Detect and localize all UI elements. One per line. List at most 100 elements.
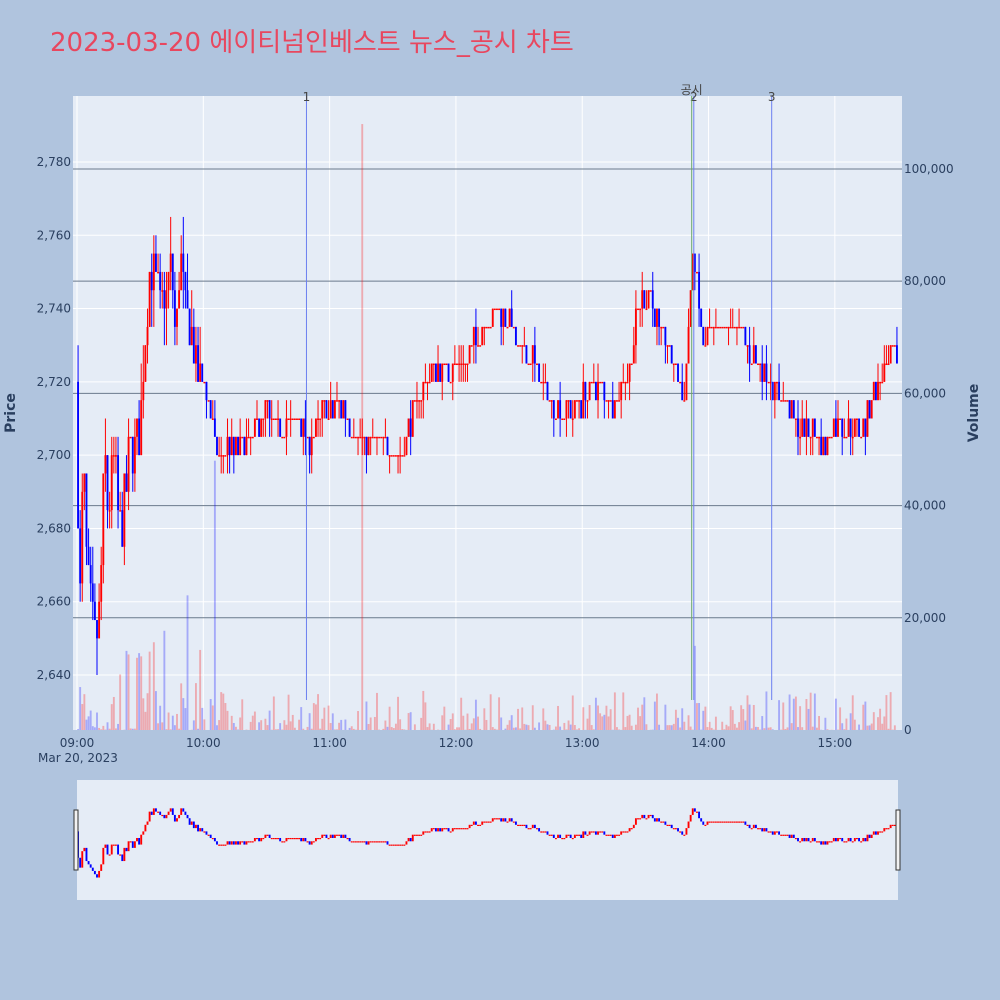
y2-tick-label: 0 — [904, 723, 912, 737]
slider-candle — [274, 837, 277, 840]
slider-candle — [816, 841, 818, 843]
volume-bar — [605, 705, 608, 730]
candle-body — [830, 436, 833, 439]
candle-body — [860, 436, 863, 439]
volume-bar — [693, 645, 696, 730]
candle-body — [434, 363, 437, 382]
slider-candle — [380, 841, 383, 843]
slider-candle — [293, 837, 296, 840]
slider-candle — [776, 831, 778, 833]
slider-candle — [220, 844, 223, 846]
annotation-layer: 1 2 3 공시 — [303, 83, 776, 700]
volume-bar — [506, 724, 509, 730]
slider-candle — [883, 828, 886, 832]
slider-candle — [778, 831, 781, 835]
range-slider-handle-left[interactable] — [73, 809, 79, 871]
volume-bar — [96, 712, 98, 730]
candle-body — [325, 400, 328, 419]
slider-candle — [780, 834, 783, 836]
candle-body — [489, 326, 492, 329]
slider-candle — [237, 841, 239, 845]
volume-bar — [801, 727, 804, 730]
candle-body — [807, 418, 810, 437]
candle-body — [658, 308, 661, 327]
candle-body — [533, 345, 536, 364]
volume-bar — [599, 713, 602, 730]
candle-body — [430, 363, 433, 382]
candle-body — [858, 418, 861, 437]
candle-body — [531, 345, 534, 364]
slider-candle — [877, 831, 879, 835]
volume-bar — [171, 715, 174, 730]
volume-bar — [698, 703, 701, 730]
slider-candle — [818, 841, 821, 843]
candle-body — [424, 381, 427, 384]
slider-candle — [163, 814, 166, 819]
volume-bar — [571, 695, 574, 730]
candle-body — [272, 418, 275, 420]
candle-body — [822, 436, 825, 456]
volume-bar — [468, 728, 471, 730]
candle-body — [632, 345, 635, 364]
volume-bar — [131, 728, 134, 730]
candle-body — [142, 381, 145, 401]
candle-body — [127, 436, 130, 492]
slider-candle — [199, 828, 202, 832]
candle-body — [119, 510, 122, 512]
candle-body — [201, 363, 204, 382]
candle-body — [628, 363, 631, 382]
y2-tick-label: 20,000 — [904, 611, 946, 625]
volume-bar — [230, 715, 233, 730]
slider-candle — [514, 821, 517, 825]
candle-body — [891, 345, 894, 347]
range-slider[interactable] — [77, 780, 898, 900]
volume-bar — [624, 727, 627, 730]
candle-body — [510, 308, 513, 327]
main-plot-area[interactable] — [73, 96, 902, 730]
candle-body — [277, 418, 279, 420]
candle-body — [733, 326, 736, 329]
candle-body — [521, 345, 524, 347]
volume-bar — [531, 705, 534, 730]
volume-bar — [432, 723, 435, 730]
volume-bar — [689, 726, 692, 730]
candle-body — [527, 363, 530, 366]
slider-candle — [79, 857, 82, 868]
volume-bar — [197, 728, 199, 730]
volume-bar — [277, 729, 279, 730]
candle-body — [561, 418, 564, 420]
y2-tick-label: 40,000 — [904, 499, 946, 513]
candle-body — [466, 363, 469, 366]
slider-candle — [434, 828, 437, 832]
slider-candle — [496, 818, 498, 820]
candle-body — [662, 326, 665, 329]
slider-candle — [544, 831, 547, 833]
candle-body — [590, 381, 593, 384]
candle-body — [643, 290, 646, 309]
candle-body — [687, 326, 690, 364]
candle-body — [369, 436, 372, 439]
slider-candle — [670, 824, 673, 829]
volume-bar — [687, 715, 690, 730]
candle-body — [363, 436, 366, 439]
volume-bar — [129, 728, 132, 730]
slider-candle — [687, 821, 690, 829]
slider-candle — [809, 841, 812, 843]
candle-body — [296, 418, 298, 420]
volume-bar — [731, 710, 734, 730]
range-slider-handle-right[interactable] — [895, 809, 901, 871]
volume-bar — [460, 697, 463, 730]
volume-bar — [748, 704, 751, 730]
candle-body — [211, 418, 214, 420]
volume-bar — [249, 721, 252, 730]
candle-body — [820, 436, 823, 456]
candle-body — [881, 381, 884, 384]
slider-candle — [510, 818, 513, 822]
slider-candle — [660, 821, 663, 823]
candle-body — [382, 436, 385, 439]
slider-candle — [413, 834, 416, 836]
y-axis-title: Price — [3, 393, 19, 433]
slider-candle — [719, 821, 722, 823]
slider-candle — [152, 808, 155, 815]
slider-candle — [485, 821, 488, 823]
